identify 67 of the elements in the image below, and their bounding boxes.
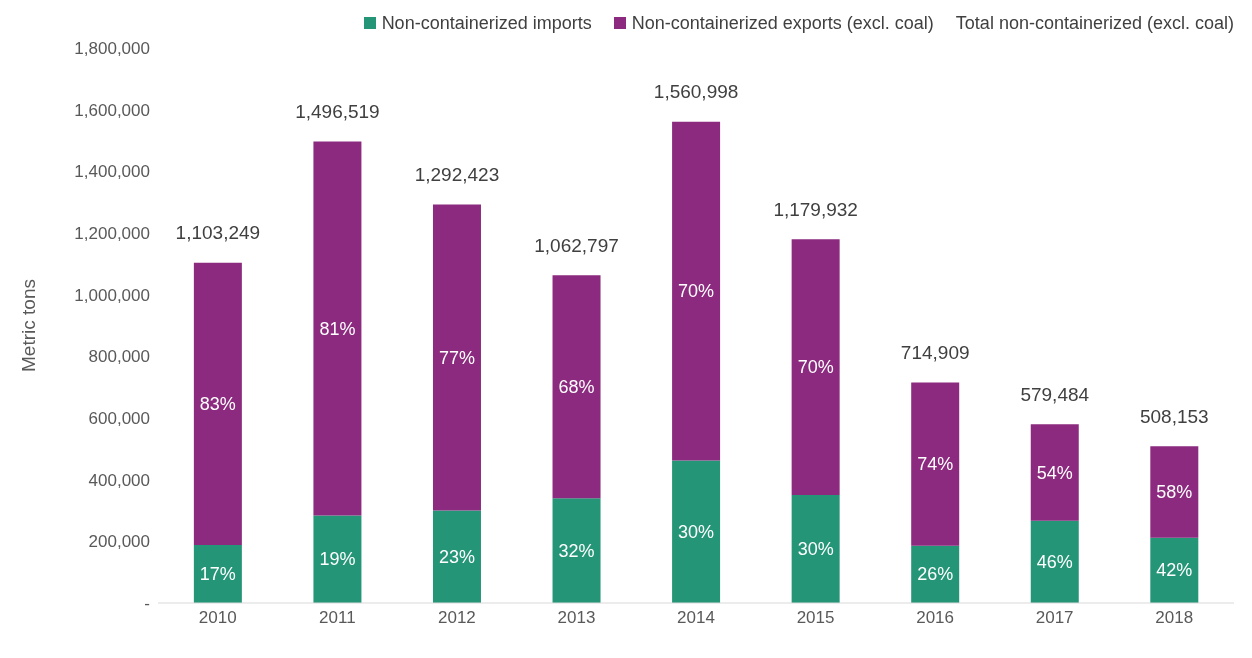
bar <box>791 239 840 496</box>
y-axis-title: Metric tons <box>17 279 39 372</box>
x-tick-label: 2013 <box>557 608 596 628</box>
annotation: 77% <box>438 347 475 368</box>
bar <box>1030 520 1079 603</box>
x-tick-label: 2016 <box>916 608 955 628</box>
text: Total non-containerized (excl. coal) <box>955 12 1234 34</box>
y-tick-label: 800,000 <box>88 347 150 367</box>
annotation: 70% <box>797 357 834 378</box>
total-label: 1,179,932 <box>773 198 858 220</box>
y-tick-label: 1,600,000 <box>74 100 150 120</box>
total-label: 579,484 <box>1020 383 1090 405</box>
total-label: 1,560,998 <box>653 81 739 103</box>
bar <box>672 121 721 461</box>
annotation: 58% <box>1156 481 1193 502</box>
bar <box>1030 424 1079 521</box>
annotation: 23% <box>438 546 475 567</box>
x-tick-label: 2011 <box>319 608 356 628</box>
annotation: 54% <box>1036 462 1073 483</box>
annotation: 81% <box>319 318 356 339</box>
x-tick-label: 2010 <box>198 608 237 628</box>
total-label: 1,496,519 <box>295 101 380 123</box>
y-tick-label: 1,400,000 <box>74 162 150 182</box>
total-label: 1,062,797 <box>534 234 619 256</box>
y-tick-label: 1,200,000 <box>74 224 150 244</box>
x-tick-label: 2018 <box>1155 608 1194 628</box>
annotation: 19% <box>319 549 356 570</box>
total-label: 508,153 <box>1139 405 1209 427</box>
total-label: 1,103,249 <box>175 222 261 244</box>
bar <box>1150 537 1199 603</box>
bar <box>672 460 721 603</box>
annotation: 42% <box>1156 560 1193 581</box>
legend-label: Non-containerized imports <box>381 12 592 34</box>
bar <box>552 498 601 603</box>
annotation: 83% <box>199 393 236 414</box>
total-label: 714,909 <box>900 342 970 364</box>
annotation: 32% <box>558 540 595 561</box>
legend-label: Non-containerized exports (excl. coal) <box>631 12 934 34</box>
x-tick-label: 2015 <box>796 608 835 628</box>
annotation: 46% <box>1036 551 1073 572</box>
y-tick-label: 600,000 <box>88 409 150 429</box>
bar <box>911 382 960 546</box>
annotation: 30% <box>797 539 834 560</box>
annotation: 17% <box>199 564 236 585</box>
y-tick-label: 1,800,000 <box>74 39 150 59</box>
bar <box>432 204 481 511</box>
total-label: 1,292,423 <box>414 164 500 185</box>
bar <box>791 495 840 603</box>
y-tick-label: 200,000 <box>88 532 150 552</box>
y-tick-label: 400,000 <box>88 470 150 490</box>
annotation: 68% <box>558 376 595 397</box>
annotation: 74% <box>917 454 954 475</box>
bar <box>1150 446 1199 538</box>
bar <box>313 515 362 603</box>
bar <box>552 275 601 499</box>
x-tick-label: 2012 <box>437 608 476 628</box>
x-tick-label: 2017 <box>1035 608 1074 628</box>
y-tick-label: 1,000,000 <box>74 285 150 305</box>
annotation: 70% <box>678 281 715 302</box>
annotation: 26% <box>917 564 954 585</box>
bar <box>432 510 481 603</box>
bar <box>193 262 242 546</box>
annotation: 30% <box>678 521 715 542</box>
x-tick-label: 2014 <box>677 608 715 628</box>
y-tick-label: - <box>144 594 150 614</box>
bar <box>193 545 242 603</box>
bar <box>313 141 362 516</box>
